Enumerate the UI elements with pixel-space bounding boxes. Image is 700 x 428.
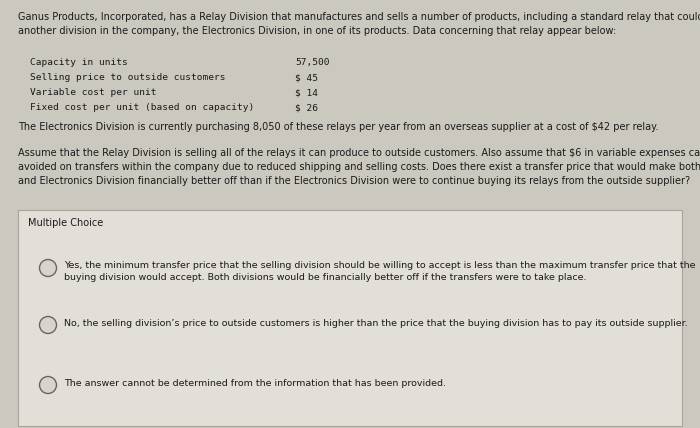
Text: $ 45: $ 45	[295, 73, 318, 82]
Text: The Electronics Division is currently purchasing 8,050 of these relays per year : The Electronics Division is currently pu…	[18, 122, 659, 132]
Text: No, the selling division’s price to outside customers is higher than the price t: No, the selling division’s price to outs…	[64, 318, 688, 327]
Circle shape	[39, 259, 57, 276]
Text: Fixed cost per unit (based on capacity): Fixed cost per unit (based on capacity)	[30, 103, 254, 112]
Text: Yes, the minimum transfer price that the selling division should be willing to a: Yes, the minimum transfer price that the…	[64, 261, 696, 282]
Text: Multiple Choice: Multiple Choice	[28, 218, 104, 228]
Text: $ 14: $ 14	[295, 88, 318, 97]
Text: Selling price to outside customers: Selling price to outside customers	[30, 73, 225, 82]
Text: Variable cost per unit: Variable cost per unit	[30, 88, 157, 97]
FancyBboxPatch shape	[18, 210, 682, 426]
Circle shape	[39, 377, 57, 393]
Text: 57,500: 57,500	[295, 58, 330, 67]
Text: Assume that the Relay Division is selling all of the relays it can produce to ou: Assume that the Relay Division is sellin…	[18, 148, 700, 186]
Circle shape	[39, 316, 57, 333]
Text: The answer cannot be determined from the information that has been provided.: The answer cannot be determined from the…	[64, 378, 447, 387]
Text: $ 26: $ 26	[295, 103, 318, 112]
Text: Capacity in units: Capacity in units	[30, 58, 127, 67]
Text: Ganus Products, Incorporated, has a Relay Division that manufactures and sells a: Ganus Products, Incorporated, has a Rela…	[18, 12, 700, 36]
